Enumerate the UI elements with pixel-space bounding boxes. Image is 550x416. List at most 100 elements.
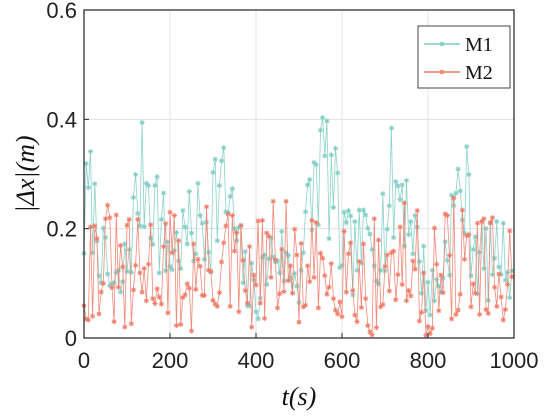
series-m2-point-82: [257, 300, 263, 306]
series-m2-point-21: [126, 216, 132, 222]
series-m2-point-146: [395, 271, 401, 278]
series-m2-point-104: [305, 263, 311, 269]
series-m2-point-96: [287, 263, 293, 269]
series-m1-point-44: [176, 258, 182, 264]
series-m2-point-166: [438, 272, 444, 278]
series-m1-point-126: [352, 218, 358, 225]
series-m2-point-88: [270, 198, 276, 204]
series-m2-point-175: [457, 291, 463, 297]
series-m2-point-111: [320, 255, 326, 261]
series-m1-point-193: [496, 264, 502, 270]
series-m2-point-135: [371, 216, 377, 222]
series-m2-point-94: [283, 198, 289, 204]
series-m2-point-10: [102, 216, 109, 222]
series-m2-point-186: [481, 216, 487, 222]
series-m2-point-108: [313, 220, 319, 226]
series-m1-point-28: [141, 223, 147, 230]
series-m2-point-7: [96, 311, 102, 317]
series-m1-point-108: [313, 162, 319, 168]
series-m1-point-123: [345, 208, 352, 214]
series-m1-point-131: [363, 212, 369, 218]
series-m1-point-5: [92, 181, 98, 187]
series-m2-point-16: [115, 284, 121, 290]
series-m2-point-38: [163, 221, 169, 227]
series-m1-point-80: [253, 309, 259, 315]
series-m2-point-3: [87, 224, 94, 230]
series-m2-point-50: [188, 328, 195, 334]
series-m2-point-75: [242, 287, 248, 294]
series-m1-point-151: [406, 232, 412, 238]
legend-marker-m1: [439, 41, 445, 47]
series-m2-point-74: [240, 257, 246, 263]
series-m2-point-194: [498, 294, 504, 300]
series-m1-point-164: [434, 276, 440, 283]
series-m2-point-110: [317, 250, 324, 256]
series-m2-point-184: [477, 311, 483, 318]
series-m2-point-107: [311, 274, 317, 280]
series-m1-point-91: [277, 270, 283, 276]
series-m1-point-1: [83, 161, 89, 167]
series-m2-point-122: [343, 289, 349, 295]
series-m2-point-51: [191, 241, 197, 247]
series-m2-point-139: [380, 302, 386, 308]
x-tick-label-0: 0: [78, 348, 90, 373]
series-m2-point-155: [414, 208, 420, 214]
series-m2-point-30: [145, 261, 152, 267]
series-m2-point-13: [109, 285, 115, 291]
series-m2-point-92: [279, 246, 285, 253]
series-m2-point-86: [266, 233, 272, 239]
series-m2-point-20: [124, 222, 130, 228]
series-m2-point-49: [186, 285, 192, 291]
series-m1-point-53: [195, 180, 201, 186]
series-m2-point-126: [352, 312, 358, 318]
series-m2-point-182: [472, 290, 478, 296]
series-m1-line: [81, 115, 515, 322]
series-m1-point-118: [335, 170, 341, 176]
series-m2-point-64: [219, 259, 225, 265]
series-m1-point-50: [188, 230, 195, 236]
series-m1-point-145: [393, 179, 399, 185]
series-m2-point-79: [251, 272, 257, 278]
series-m2-point-141: [384, 252, 390, 258]
series-m1-point-175: [457, 188, 463, 194]
series-m2-point-71: [234, 229, 240, 236]
series-m2-point-4: [90, 313, 96, 319]
series-m1-point-21: [126, 246, 132, 253]
series-m2-point-106: [309, 217, 315, 224]
series-m1-point-56: [201, 256, 207, 262]
series-m1-point-192: [494, 218, 500, 225]
series-m2-point-5: [92, 223, 98, 229]
series-m2-point-34: [154, 286, 160, 292]
series-m2-point-188: [485, 310, 491, 316]
series-m2-point-117: [332, 307, 339, 313]
series-m2-point-144: [391, 248, 397, 254]
series-m2-point-81: [255, 218, 261, 224]
series-m1-point-3: [87, 148, 94, 155]
series-m2-point-158: [421, 270, 427, 276]
series-m2-point-162: [429, 325, 435, 331]
series-m1-point-36: [158, 216, 164, 222]
series-m2-point-125: [350, 287, 356, 294]
series-m2-point-11: [105, 202, 111, 208]
x-tick-label-4: 800: [410, 348, 447, 373]
series-m2-point-150: [403, 298, 410, 304]
series-m2-point-14: [111, 319, 117, 325]
series-m1-point-142: [386, 203, 392, 209]
series-m2-point-153: [410, 258, 416, 264]
series-m1-point-156: [416, 258, 422, 265]
series-m1-point-127: [354, 267, 360, 273]
x-tick-label-3: 600: [324, 348, 361, 373]
series-m1-point-110: [317, 127, 324, 133]
series-m1-point-139: [380, 191, 386, 197]
series-m2-point-134: [369, 332, 375, 338]
series-m1-point-112: [322, 153, 328, 159]
series-m2-point-83: [259, 217, 266, 224]
series-m2-point-89: [272, 257, 278, 263]
series-m2-point-121: [341, 228, 347, 234]
series-m2-point-76: [244, 300, 250, 306]
series-m1-point-133: [367, 231, 373, 237]
series-m1-point-62: [214, 238, 220, 244]
series-m2-point-26: [137, 270, 143, 276]
series-m2-point-163: [431, 225, 438, 231]
series-m2-point-31: [148, 222, 154, 228]
